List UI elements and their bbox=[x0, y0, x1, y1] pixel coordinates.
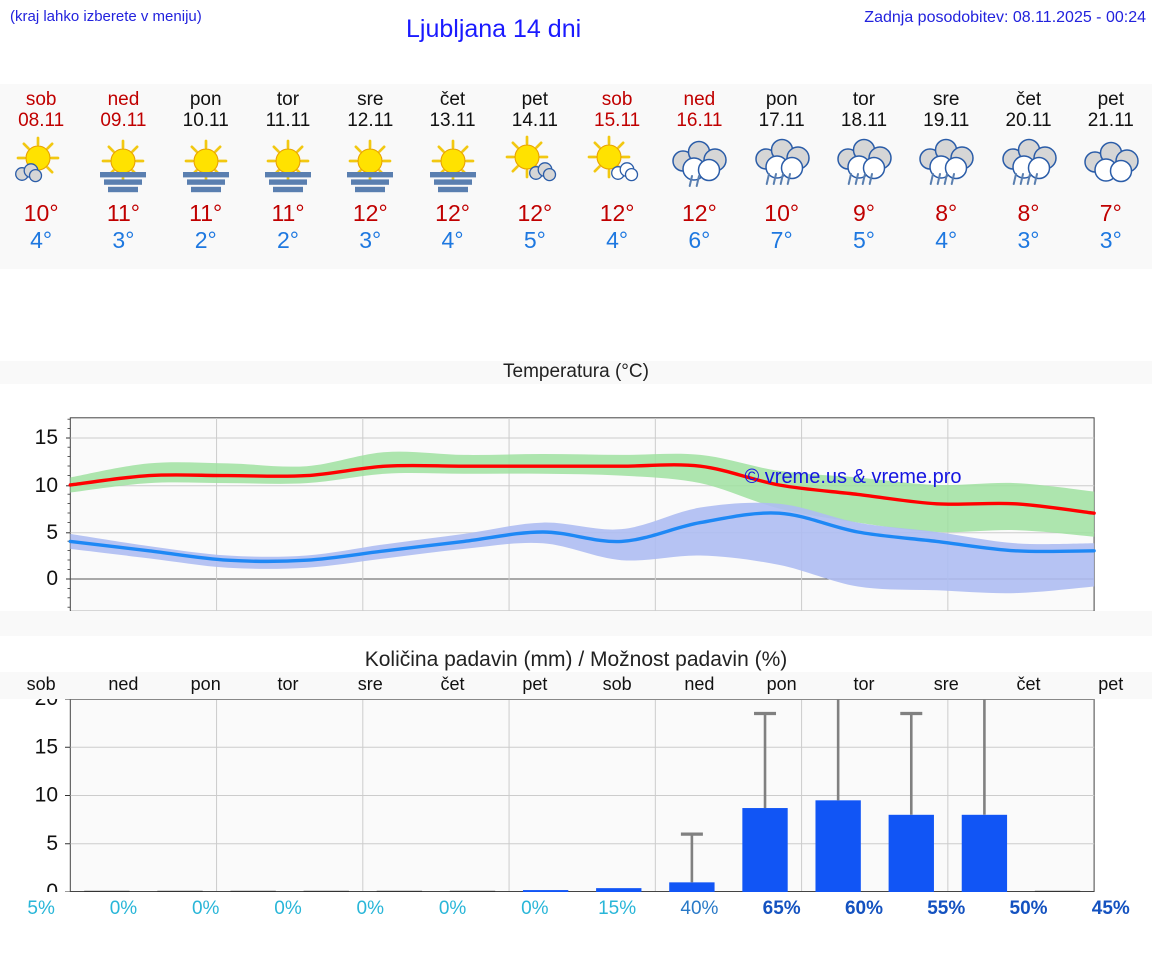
svg-text:20: 20 bbox=[35, 699, 58, 710]
svg-text:5: 5 bbox=[46, 521, 58, 544]
svg-text:10: 10 bbox=[35, 784, 58, 807]
svg-text:10: 10 bbox=[35, 474, 58, 497]
svg-text:0: 0 bbox=[46, 567, 58, 590]
svg-text:0: 0 bbox=[46, 880, 58, 892]
svg-text:15: 15 bbox=[35, 735, 58, 758]
svg-text:© vreme.us & vreme.pro: © vreme.us & vreme.pro bbox=[744, 466, 961, 488]
svg-text:5: 5 bbox=[46, 832, 58, 855]
svg-text:15: 15 bbox=[35, 426, 58, 449]
